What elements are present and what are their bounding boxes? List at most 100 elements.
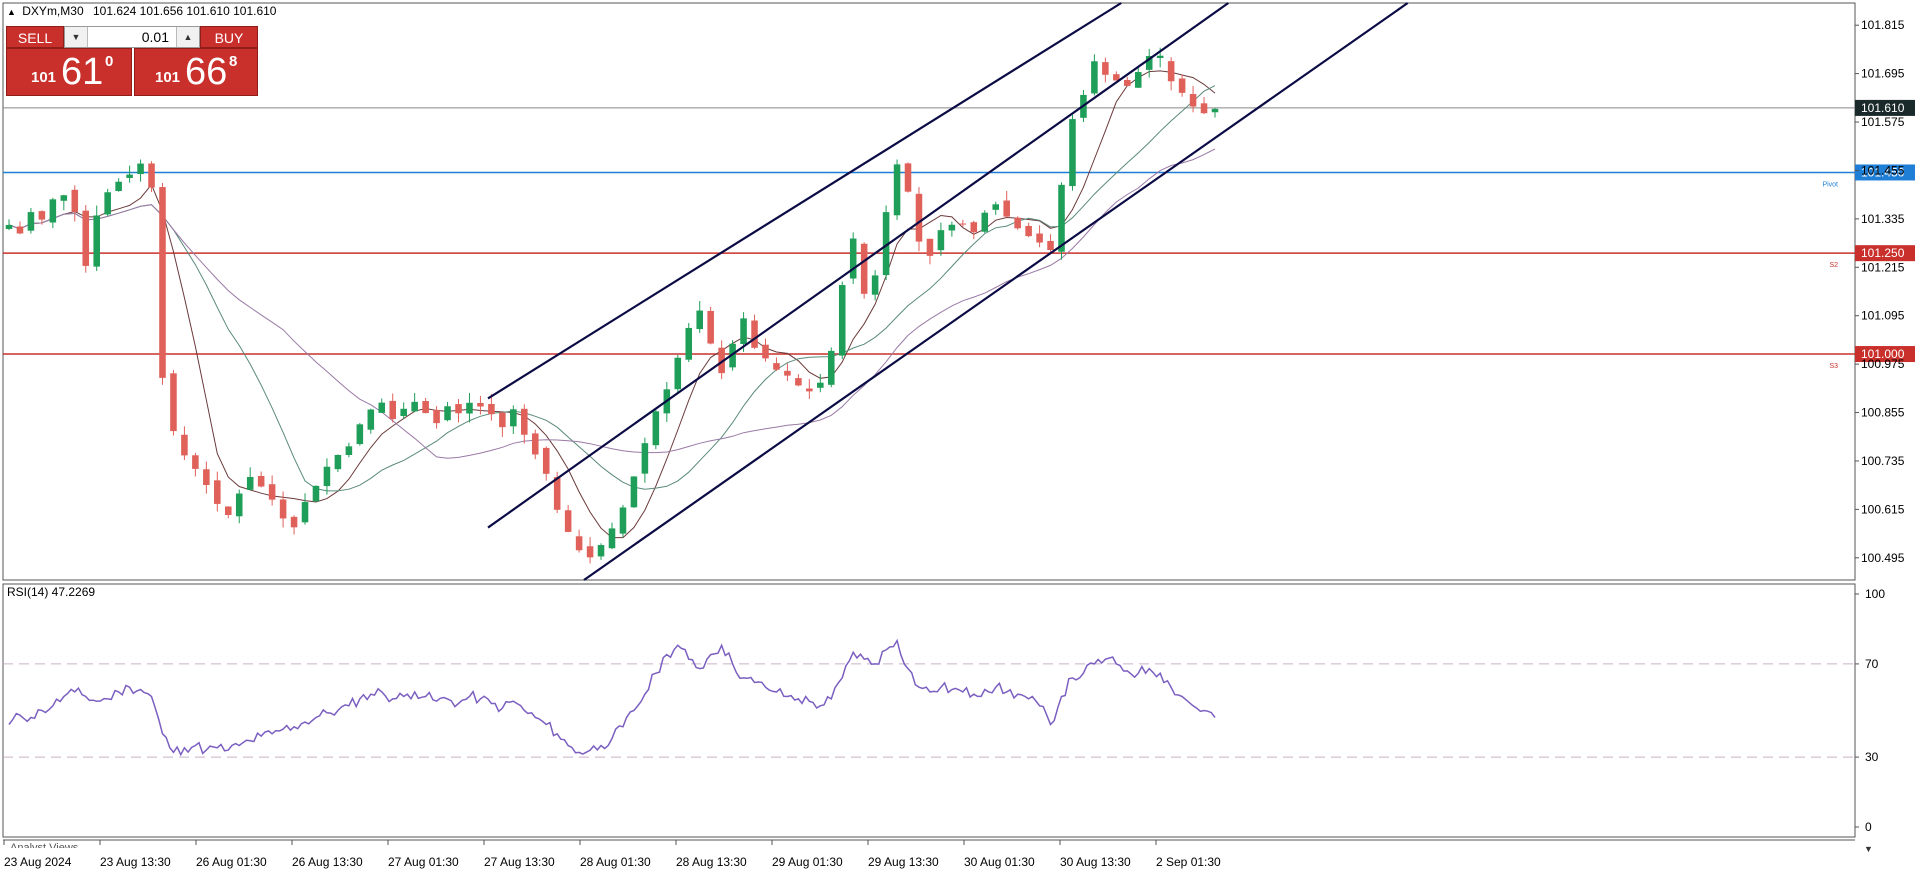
candle-body[interactable] bbox=[970, 222, 978, 233]
candle-body[interactable] bbox=[499, 412, 506, 428]
candle-body[interactable] bbox=[696, 310, 703, 330]
candle-body[interactable] bbox=[214, 480, 221, 504]
candle-body[interactable] bbox=[38, 211, 46, 220]
candle-body[interactable] bbox=[849, 238, 857, 279]
candle-body[interactable] bbox=[641, 443, 649, 474]
buy-button[interactable]: BUY bbox=[200, 26, 258, 48]
candle-body[interactable] bbox=[1178, 78, 1186, 93]
candle-body[interactable] bbox=[466, 402, 473, 414]
candle-body[interactable] bbox=[224, 506, 232, 516]
candle-body[interactable] bbox=[608, 528, 616, 549]
candle-body[interactable] bbox=[981, 212, 989, 232]
candle-body[interactable] bbox=[137, 163, 144, 175]
candle-body[interactable] bbox=[553, 477, 561, 510]
candle-body[interactable] bbox=[279, 499, 287, 519]
candle-body[interactable] bbox=[531, 433, 539, 455]
candle-body[interactable] bbox=[762, 344, 769, 359]
candle-body[interactable] bbox=[937, 230, 945, 251]
candle-body[interactable] bbox=[378, 402, 386, 413]
candle-body[interactable] bbox=[959, 223, 967, 225]
channel-trendline[interactable] bbox=[487, 2, 1122, 400]
candle-body[interactable] bbox=[356, 424, 364, 445]
candle-body[interactable] bbox=[1113, 74, 1120, 81]
candle-body[interactable] bbox=[1200, 103, 1208, 114]
candle-body[interactable] bbox=[488, 403, 495, 415]
candle-body[interactable] bbox=[93, 215, 100, 267]
candle-body[interactable] bbox=[992, 204, 1000, 210]
candle-body[interactable] bbox=[948, 224, 956, 231]
candle-body[interactable] bbox=[795, 378, 802, 386]
candle-body[interactable] bbox=[1047, 240, 1054, 251]
candle-body[interactable] bbox=[1156, 55, 1164, 58]
candle-body[interactable] bbox=[312, 485, 320, 502]
candle-body[interactable] bbox=[1058, 184, 1065, 252]
panel-resize-icon[interactable]: ▼ bbox=[1864, 844, 1873, 854]
candle-body[interactable] bbox=[367, 409, 375, 430]
candle-body[interactable] bbox=[652, 411, 660, 446]
candle-body[interactable] bbox=[433, 409, 440, 424]
candle-body[interactable] bbox=[784, 370, 791, 376]
candle-body[interactable] bbox=[334, 454, 342, 470]
candle-body[interactable] bbox=[268, 484, 276, 500]
candle-body[interactable] bbox=[49, 199, 57, 223]
candle-body[interactable] bbox=[871, 275, 879, 295]
candle-body[interactable] bbox=[477, 402, 484, 407]
candle-body[interactable] bbox=[1091, 61, 1098, 94]
candle-body[interactable] bbox=[27, 212, 35, 231]
buy-price-quote[interactable]: 101 66 8 bbox=[134, 48, 258, 96]
candle-body[interactable] bbox=[740, 318, 747, 344]
sell-button[interactable]: SELL bbox=[6, 26, 64, 48]
candle-body[interactable] bbox=[817, 382, 824, 388]
candle-body[interactable] bbox=[148, 163, 155, 188]
candle-body[interactable] bbox=[860, 243, 868, 294]
candle-body[interactable] bbox=[115, 181, 122, 191]
candle-body[interactable] bbox=[597, 545, 605, 557]
candle-body[interactable] bbox=[203, 469, 210, 486]
candle-body[interactable] bbox=[246, 476, 254, 490]
candle-body[interactable] bbox=[674, 357, 682, 390]
candle-body[interactable] bbox=[104, 192, 111, 215]
candle-body[interactable] bbox=[345, 446, 353, 455]
candle-body[interactable] bbox=[400, 408, 407, 416]
candle-body[interactable] bbox=[16, 226, 24, 234]
candle-body[interactable] bbox=[630, 476, 638, 508]
lot-size-input[interactable] bbox=[89, 28, 169, 46]
lot-increase-icon[interactable]: ▲ bbox=[176, 27, 199, 47]
candle-body[interactable] bbox=[1014, 217, 1021, 229]
candle-body[interactable] bbox=[685, 327, 693, 360]
lot-decrease-icon[interactable]: ▼ bbox=[65, 27, 88, 47]
candle-body[interactable] bbox=[301, 502, 309, 523]
candle-body[interactable] bbox=[893, 164, 901, 216]
candle-body[interactable] bbox=[586, 546, 594, 558]
candle-body[interactable] bbox=[564, 510, 572, 532]
candle-body[interactable] bbox=[159, 187, 166, 378]
candle-body[interactable] bbox=[235, 493, 243, 517]
candle-body[interactable] bbox=[1124, 79, 1131, 86]
candle-body[interactable] bbox=[806, 388, 813, 392]
candle-body[interactable] bbox=[1003, 200, 1010, 217]
candle-body[interactable] bbox=[1167, 61, 1175, 82]
candle-body[interactable] bbox=[1189, 94, 1197, 107]
candle-body[interactable] bbox=[575, 536, 583, 551]
candle-body[interactable] bbox=[1145, 56, 1153, 70]
candle-body[interactable] bbox=[323, 466, 331, 487]
candle-body[interactable] bbox=[838, 285, 846, 356]
candle-body[interactable] bbox=[915, 193, 923, 242]
candle-body[interactable] bbox=[444, 406, 451, 421]
channel-trendline[interactable] bbox=[487, 2, 1229, 529]
candle-body[interactable] bbox=[904, 163, 912, 192]
candle-body[interactable] bbox=[1102, 62, 1109, 75]
analyst-views-tab[interactable]: Analyst Views bbox=[10, 842, 79, 848]
candle-body[interactable] bbox=[827, 350, 835, 385]
candle-body[interactable] bbox=[882, 212, 890, 276]
candle-body[interactable] bbox=[170, 373, 177, 432]
candle-body[interactable] bbox=[455, 404, 462, 414]
candle-body[interactable] bbox=[1069, 119, 1076, 187]
candle-body[interactable] bbox=[619, 507, 627, 534]
candle-body[interactable] bbox=[181, 434, 188, 456]
candle-body[interactable] bbox=[389, 400, 397, 419]
candle-body[interactable] bbox=[926, 238, 934, 256]
candle-body[interactable] bbox=[707, 310, 714, 344]
candle-body[interactable] bbox=[510, 409, 517, 427]
